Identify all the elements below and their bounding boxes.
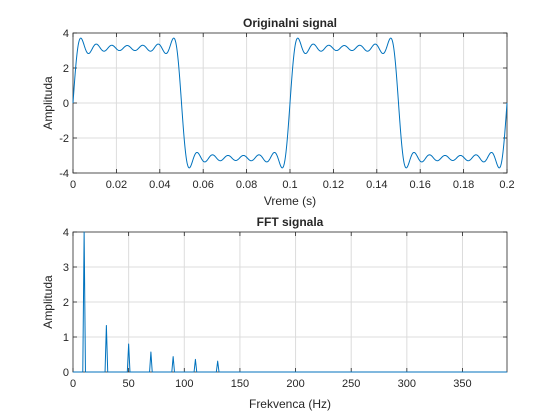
y-tick-label: 1 (63, 332, 69, 344)
xtick-group-time: 0 0.02 0.04 0.06 0.08 0.1 0.12 0.14 0.16 0.18 0.2 (70, 33, 515, 191)
x-tick-label: 200 (286, 378, 304, 390)
x-tick-label: 0.12 (323, 179, 344, 191)
y-axis-label-time: Amplituda (41, 76, 55, 130)
x-tick-label: 250 (342, 378, 360, 390)
x-tick-label: 0.16 (409, 179, 430, 191)
y-tick-label: -2 (59, 133, 69, 145)
chart-title-time: Originalni signal (243, 16, 337, 30)
y-tick-label: -4 (59, 168, 69, 180)
x-tick-label: 0.14 (366, 179, 387, 191)
x-tick-label: 0 (70, 179, 76, 191)
x-tick-label: 0.2 (499, 179, 514, 191)
x-tick-label: 0.08 (236, 179, 257, 191)
grid-fft (73, 232, 507, 372)
x-tick-label: 50 (123, 378, 135, 390)
y-tick-label: 0 (63, 367, 69, 379)
x-axis-label-fft: Frekvenca (Hz) (249, 397, 331, 411)
y-tick-label: 3 (63, 262, 69, 274)
x-tick-label: 300 (398, 378, 416, 390)
chart-title-fft: FFT signala (257, 215, 324, 229)
x-axis-label-time: Vreme (s) (264, 194, 316, 208)
y-tick-label: 4 (63, 28, 69, 40)
x-tick-label: 0.04 (149, 179, 170, 191)
x-tick-label: 0 (70, 378, 76, 390)
signal-line (72, 37, 508, 169)
x-tick-label: 0.18 (453, 179, 474, 191)
y-tick-label: 2 (63, 297, 69, 309)
x-tick-label: 100 (175, 378, 193, 390)
y-tick-label: 2 (63, 63, 69, 75)
time-domain-plot: 0 0.02 0.04 0.06 0.08 0.1 0.12 0.14 0.16 0.18 0.2 … (41, 16, 515, 208)
x-tick-label: 150 (231, 378, 249, 390)
ytick-group-time: -4 -2 0 2 4 (59, 28, 507, 180)
y-tick-label: 0 (63, 98, 69, 110)
x-tick-label: 0.06 (192, 179, 213, 191)
fft-line (73, 231, 507, 373)
y-axis-label-fft: Amplituda (41, 275, 55, 329)
y-tick-label: 4 (63, 227, 69, 239)
x-tick-label: 350 (453, 378, 471, 390)
x-tick-label: 0.1 (282, 179, 297, 191)
xtick-group-fft: 0 50 100 150 200 250 300 350 (70, 232, 472, 390)
x-tick-label: 0.02 (106, 179, 127, 191)
